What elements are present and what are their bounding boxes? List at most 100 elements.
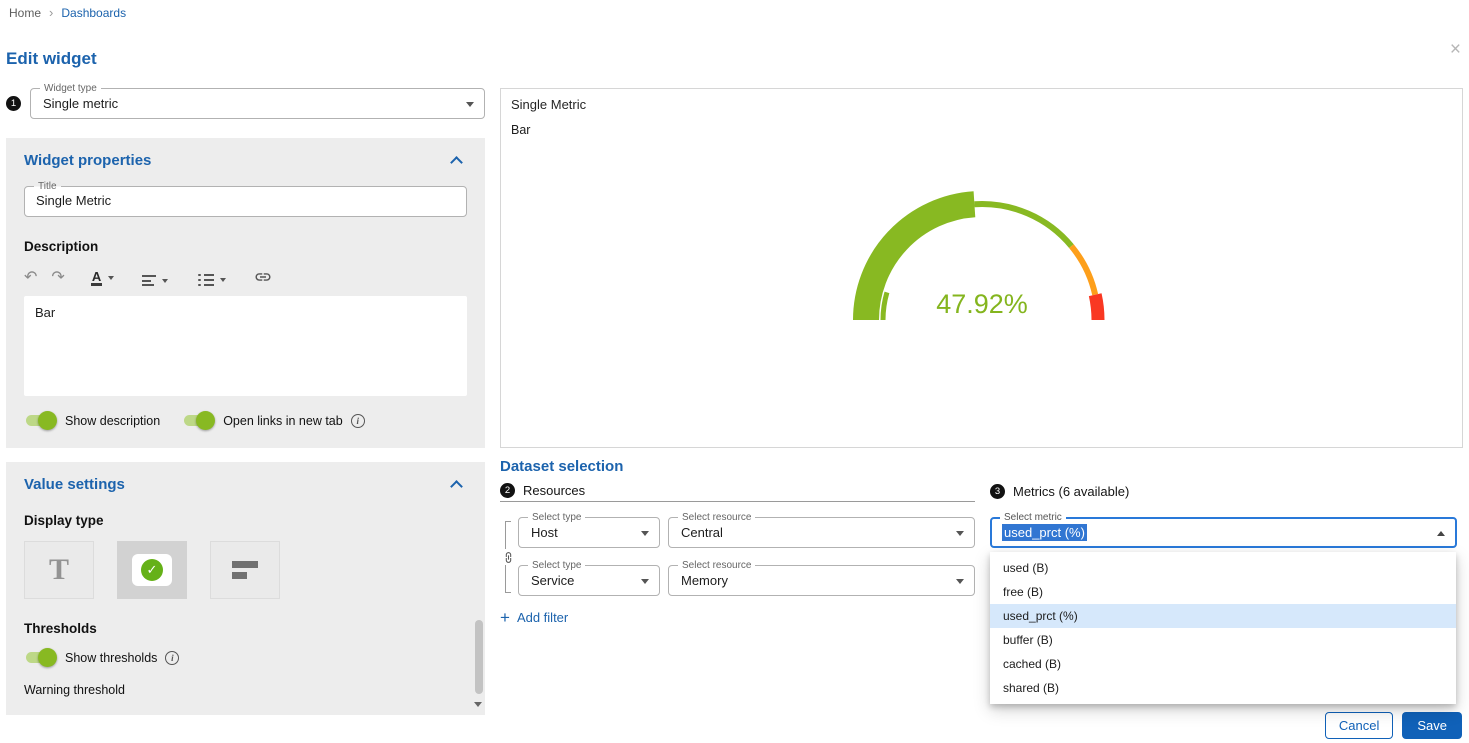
metric-option[interactable]: shared (B) (1003, 681, 1060, 695)
link-button[interactable] (254, 268, 272, 286)
undo-icon: ↶ (24, 269, 38, 286)
redo-button[interactable]: ↷ (51, 270, 64, 286)
title-input[interactable] (36, 193, 455, 208)
gauge-chart: 47.92% (832, 162, 1132, 333)
preview-title: Single Metric (511, 97, 587, 112)
breadcrumb: Home › Dashboards (9, 5, 126, 20)
caret-down-icon (641, 531, 649, 536)
metrics-header: 3 Metrics (6 available) (990, 480, 1457, 502)
value-settings-panel: Value settings Display type T ✓ Threshol… (6, 462, 485, 715)
thresholds-label: Thresholds (24, 621, 97, 636)
display-type-text-button[interactable]: T (24, 541, 94, 599)
caret-up-icon (1437, 531, 1445, 536)
cancel-button[interactable]: Cancel (1324, 712, 1394, 739)
resource-select[interactable]: Select resource Central (668, 511, 975, 548)
widget-type-row: 1 Widget type Single metric (6, 82, 485, 119)
show-thresholds-toggle[interactable] (24, 648, 57, 667)
open-links-toggle[interactable] (182, 411, 216, 430)
close-icon[interactable]: × (1449, 39, 1461, 60)
description-toggles-row: Show description Open links in new tab i (24, 411, 467, 430)
resource-value: Central (681, 525, 723, 540)
display-type-label: Display type (24, 513, 104, 528)
settings-column: 1 Widget type Single metric Widget prope… (6, 82, 485, 715)
resource-value: Memory (681, 573, 728, 588)
resource-type-select[interactable]: Select type Service (518, 559, 660, 596)
widget-preview-panel: Single Metric Bar 47.92% (500, 88, 1463, 448)
show-description-label: Show description (65, 413, 161, 428)
display-type-gauge-button[interactable]: ✓ (117, 541, 187, 599)
align-left-icon (142, 275, 157, 286)
chevron-right-icon: › (49, 5, 54, 20)
bar-display-icon (232, 561, 258, 579)
widget-type-select[interactable]: Widget type Single metric (30, 82, 485, 119)
display-type-bar-button[interactable] (210, 541, 280, 599)
select-resource-label: Select resource (678, 559, 756, 572)
caret-down-icon (956, 531, 964, 536)
text-color-button[interactable]: A (90, 270, 115, 286)
metric-option[interactable]: used (B) (1003, 561, 1049, 575)
resource-type-value: Host (531, 525, 558, 540)
align-button[interactable] (142, 275, 169, 286)
link-chain-icon (501, 549, 515, 565)
title-field[interactable]: Title (24, 180, 467, 217)
select-type-label: Select type (528, 559, 586, 572)
undo-button[interactable]: ↶ (24, 270, 37, 286)
info-icon[interactable]: i (165, 650, 180, 665)
footer-actions: Cancel Save (1324, 712, 1462, 739)
metric-option-selected[interactable]: used_prct (%) (990, 604, 1456, 628)
breadcrumb-home-link[interactable]: Home (9, 5, 42, 20)
step-2-badge: 2 (500, 483, 515, 498)
open-links-label: Open links in new tab (223, 413, 343, 428)
metric-select[interactable]: Select metric used_prct (%) (990, 511, 1457, 548)
resource-select[interactable]: Select resource Memory (668, 559, 975, 596)
caret-down-icon (162, 278, 169, 283)
page-title: Edit widget (6, 49, 97, 68)
value-settings-header[interactable]: Value settings (24, 475, 467, 493)
metric-option[interactable]: cached (B) (1003, 657, 1062, 671)
resource-row: Select type Service Select resource Memo… (518, 559, 975, 596)
metrics-section: 3 Metrics (6 available) Select metric us… (990, 480, 1457, 704)
link-icon (255, 273, 271, 281)
show-description-toggle[interactable] (24, 411, 57, 430)
gauge-display-icon: ✓ (132, 554, 172, 586)
metrics-label: Metrics (6 available) (1013, 483, 1130, 499)
widget-properties-header[interactable]: Widget properties (24, 151, 467, 169)
resource-type-select[interactable]: Select type Host (518, 511, 660, 548)
gauge-warning-zone-arc (1068, 244, 1098, 296)
preview-and-dataset-column: Single Metric Bar 47.92% Dataset (500, 88, 1463, 704)
add-filter-label: Add filter (516, 610, 569, 625)
metric-options-dropdown: used (B) free (B) used_prct (%) buffer (… (990, 552, 1456, 704)
caret-down-icon (466, 102, 474, 107)
resources-header: 2 Resources (500, 480, 975, 502)
metric-option[interactable]: buffer (B) (1003, 633, 1053, 647)
gauge-critical-zone-arc (1088, 293, 1104, 321)
scrollbar-thumb[interactable] (475, 620, 483, 694)
description-label: Description (24, 239, 99, 254)
metric-select-value: used_prct (%) (1002, 524, 1087, 541)
metric-option[interactable]: free (B) (1003, 585, 1044, 599)
preview-description: Bar (511, 123, 531, 137)
gauge-track-start-arc (880, 291, 889, 321)
scrollbar-down-arrow-icon[interactable] (474, 702, 482, 707)
thresholds-toggle-row: Show thresholds i (24, 648, 467, 667)
caret-down-icon (108, 276, 115, 280)
save-button[interactable]: Save (1402, 712, 1462, 739)
title-field-label: Title (34, 180, 61, 193)
add-filter-button[interactable]: + Add filter (500, 609, 975, 626)
redo-icon: ↷ (51, 269, 65, 286)
list-button[interactable] (198, 273, 226, 286)
dataset-columns: 2 Resources Select type Host (500, 480, 1463, 704)
widget-properties-panel: Widget properties Title Description ↶ ↷ … (6, 138, 485, 448)
display-type-options: T ✓ (24, 541, 467, 599)
show-thresholds-label: Show thresholds (65, 650, 158, 665)
widget-type-label: Widget type (40, 82, 101, 95)
resource-type-value: Service (531, 573, 575, 588)
breadcrumb-dashboards-link[interactable]: Dashboards (61, 5, 127, 20)
rich-text-toolbar: ↶ ↷ A (24, 267, 467, 286)
info-icon[interactable]: i (350, 413, 365, 428)
resources-label: Resources (523, 483, 586, 498)
resource-row: Select type Host Select resource Central (518, 511, 975, 548)
caret-down-icon (641, 579, 649, 584)
dataset-selection-title: Dataset selection (500, 458, 624, 475)
description-editor[interactable]: Bar (24, 296, 467, 396)
